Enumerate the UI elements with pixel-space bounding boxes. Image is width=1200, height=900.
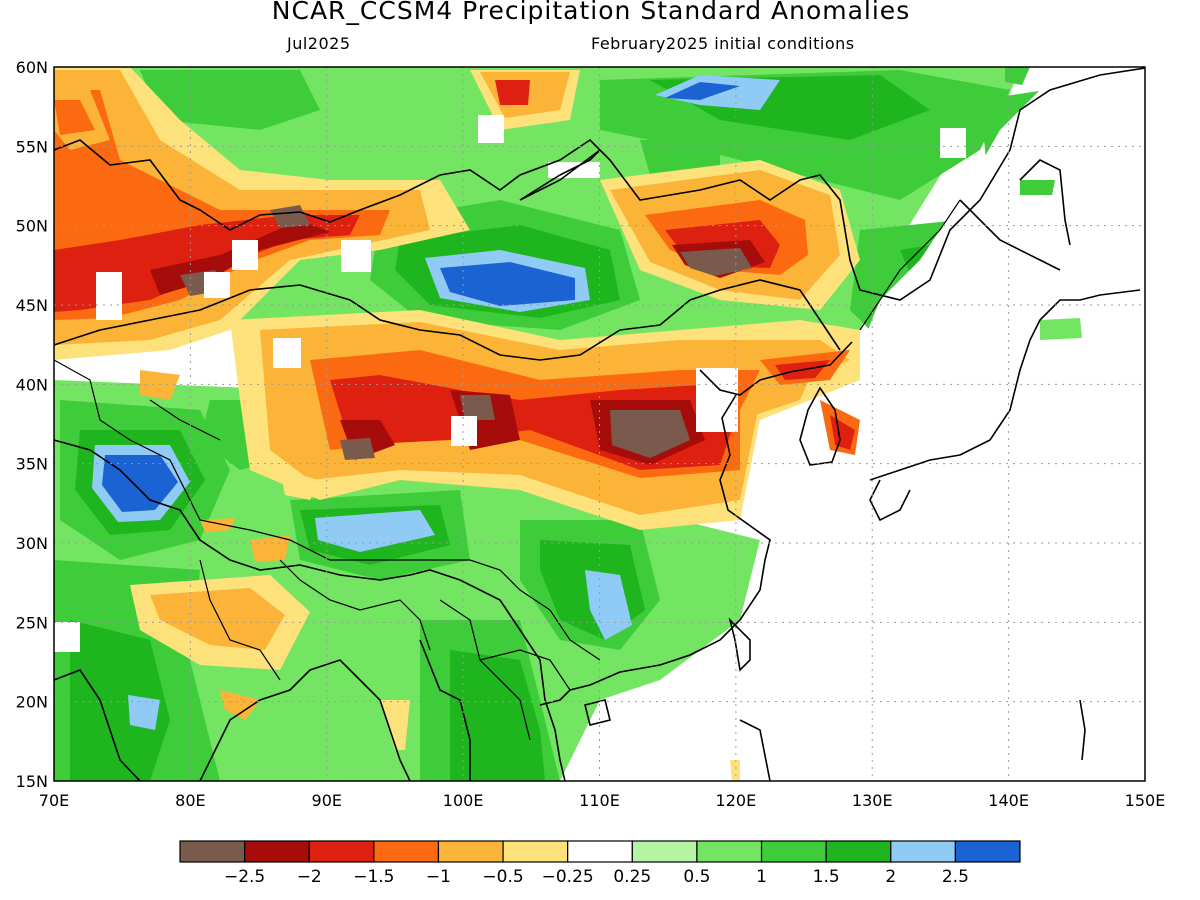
- x-tick-label: 130E: [852, 791, 893, 810]
- color-bar-swatch: [502, 840, 569, 863]
- color-bar-swatch: [890, 840, 956, 863]
- y-tick-label: 40N: [16, 375, 48, 394]
- x-tick-label: 90E: [312, 791, 342, 810]
- y-tick-label: 45N: [16, 296, 48, 315]
- x-tick-label: 70E: [39, 791, 69, 810]
- color-bar-label: 0.25: [613, 867, 651, 887]
- color-bar-swatch: [567, 840, 633, 863]
- x-tick-label: 100E: [443, 791, 484, 810]
- color-bar-label: −0.25: [542, 867, 594, 887]
- color-bar-swatch: [437, 840, 504, 863]
- color-bar-swatch: [954, 840, 1021, 863]
- y-tick-label: 15N: [16, 772, 48, 791]
- color-bar-swatch: [760, 840, 827, 863]
- coastlines: [54, 67, 1145, 781]
- color-bar-swatch: [373, 840, 440, 863]
- color-bar-swatch: [308, 840, 375, 863]
- color-bar-swatch: [631, 840, 698, 863]
- color-bar-label: −1.5: [353, 867, 394, 887]
- color-bar-label: 1.5: [813, 867, 840, 887]
- color-bar-swatch: [244, 840, 310, 863]
- y-tick-label: 20N: [16, 693, 48, 712]
- color-bar-label: 2.5: [942, 867, 969, 887]
- x-tick-label: 110E: [579, 791, 620, 810]
- color-bar-label: 1: [756, 867, 767, 887]
- color-bar-label: 2: [885, 867, 896, 887]
- x-tick-label: 140E: [988, 791, 1029, 810]
- forecast-month: Jul2025: [287, 34, 351, 53]
- x-tick-label: 120E: [716, 791, 757, 810]
- color-bar-swatch: [696, 840, 763, 863]
- color-bar: −2.5 −2 −1.5 −1 −0.5 −0.25 0.25 0.5 1 1.5 2 2.5: [179, 840, 1021, 887]
- initial-conditions: February2025 initial conditions: [591, 34, 855, 53]
- y-tick-label: 60N: [16, 58, 48, 77]
- y-tick-label: 50N: [16, 217, 48, 236]
- chart-title: NCAR_CCSM4 Precipitation Standard Anomal…: [271, 0, 911, 25]
- color-bar-label: −2: [297, 867, 322, 887]
- color-bar-label: −0.5: [482, 867, 523, 887]
- map-frame: [53, 66, 1146, 782]
- y-tick-label: 30N: [16, 534, 48, 553]
- color-bar-swatch: [179, 840, 246, 863]
- x-tick-label: 150E: [1125, 791, 1166, 810]
- y-tick-label: 35N: [16, 455, 48, 474]
- color-bar-label: 0.5: [683, 867, 710, 887]
- map-field: [54, 67, 1145, 781]
- map-grid: [54, 67, 1145, 781]
- color-bar-label: −1: [426, 867, 451, 887]
- color-bar-label: −2.5: [224, 867, 265, 887]
- y-tick-label: 55N: [16, 137, 48, 156]
- x-tick-label: 80E: [175, 791, 205, 810]
- y-tick-label: 25N: [16, 613, 48, 632]
- color-bar-swatch: [825, 840, 892, 863]
